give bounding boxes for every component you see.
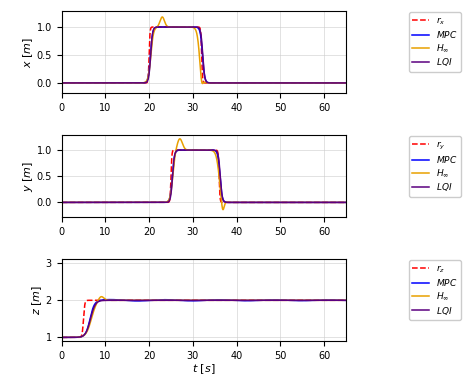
Y-axis label: $y\ [m]$: $y\ [m]$: [21, 161, 35, 192]
Y-axis label: $z\ [m]$: $z\ [m]$: [30, 285, 44, 315]
Y-axis label: $x\ [m]$: $x\ [m]$: [21, 37, 35, 68]
Legend: $r_x$, $MPC$, $H_\infty$, $LQI$: $r_x$, $MPC$, $H_\infty$, $LQI$: [409, 12, 461, 72]
Legend: $r_y$, $MPC$, $H_\infty$, $LQI$: $r_y$, $MPC$, $H_\infty$, $LQI$: [409, 136, 461, 197]
X-axis label: $t\ [s]$: $t\ [s]$: [192, 362, 216, 376]
Legend: $r_z$, $MPC$, $H_\infty$, $LQI$: $r_z$, $MPC$, $H_\infty$, $LQI$: [409, 260, 461, 320]
